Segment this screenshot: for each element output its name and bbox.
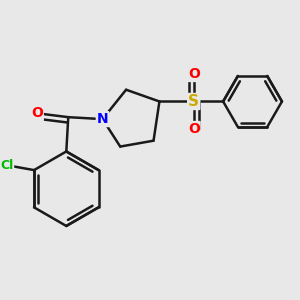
Text: S: S [188,94,199,109]
Text: O: O [188,122,200,136]
Text: Cl: Cl [0,159,13,172]
Text: N: N [97,112,108,126]
Text: O: O [31,106,43,120]
Text: O: O [188,67,200,81]
